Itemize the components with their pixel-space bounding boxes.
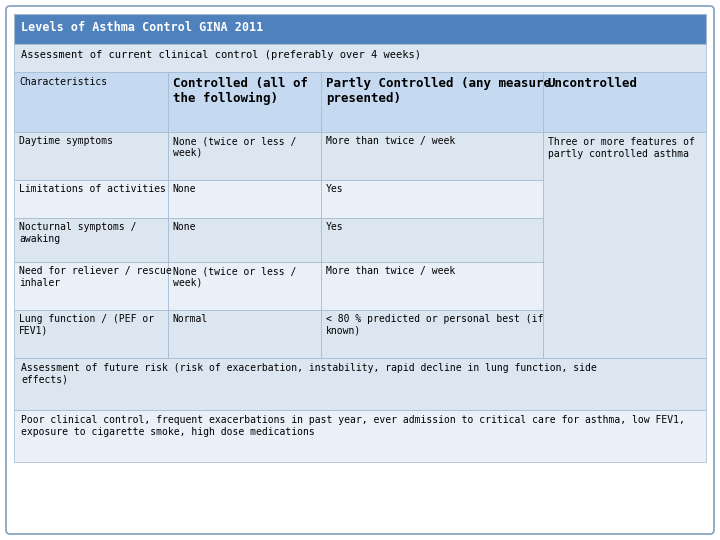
Bar xyxy=(168,262,321,310)
Text: Three or more features of
partly controlled asthma: Three or more features of partly control… xyxy=(548,137,695,159)
Text: Yes: Yes xyxy=(326,184,343,194)
Bar xyxy=(321,180,543,218)
Bar xyxy=(14,358,706,410)
Text: Yes: Yes xyxy=(326,222,343,232)
Text: < 80 % predicted or personal best (if
known): < 80 % predicted or personal best (if kn… xyxy=(326,314,544,335)
Text: None: None xyxy=(173,222,196,232)
Bar xyxy=(321,218,543,262)
Bar xyxy=(543,72,706,132)
Text: Assessment of current clinical control (preferably over 4 weeks): Assessment of current clinical control (… xyxy=(21,50,421,60)
Text: None (twice or less /
week): None (twice or less / week) xyxy=(173,136,296,158)
Bar xyxy=(543,132,706,358)
Text: Characteristics: Characteristics xyxy=(19,77,107,87)
Text: Need for reliever / rescue
inhaler: Need for reliever / rescue inhaler xyxy=(19,266,172,288)
Text: Limitations of activities: Limitations of activities xyxy=(19,184,166,194)
Text: Assessment of future risk (risk of exacerbation, instability, rapid decline in l: Assessment of future risk (risk of exace… xyxy=(21,363,597,384)
Bar xyxy=(321,310,543,358)
Bar xyxy=(14,72,168,132)
Bar xyxy=(168,218,321,262)
Text: Controlled (all of
the following): Controlled (all of the following) xyxy=(173,77,307,105)
Bar xyxy=(14,180,168,218)
Text: Daytime symptoms: Daytime symptoms xyxy=(19,136,113,146)
Text: None (twice or less /
week): None (twice or less / week) xyxy=(173,266,296,288)
Bar xyxy=(321,72,543,132)
Bar xyxy=(14,14,706,44)
Bar xyxy=(168,72,321,132)
Bar xyxy=(14,310,168,358)
Bar xyxy=(321,132,543,180)
Text: More than twice / week: More than twice / week xyxy=(326,266,455,276)
Text: Lung function / (PEF or
FEV1): Lung function / (PEF or FEV1) xyxy=(19,314,154,335)
Bar xyxy=(14,44,706,72)
Text: Uncontrolled: Uncontrolled xyxy=(548,77,638,90)
Text: Levels of Asthma Control GINA 2011: Levels of Asthma Control GINA 2011 xyxy=(21,21,264,34)
Bar xyxy=(168,180,321,218)
Bar xyxy=(321,262,543,310)
Text: None: None xyxy=(173,184,196,194)
FancyBboxPatch shape xyxy=(6,6,714,534)
Text: Poor clinical control, frequent exacerbations in past year, ever admission to cr: Poor clinical control, frequent exacerba… xyxy=(21,415,685,437)
Bar xyxy=(14,262,168,310)
Text: Normal: Normal xyxy=(173,314,208,324)
Text: More than twice / week: More than twice / week xyxy=(326,136,455,146)
Bar xyxy=(168,310,321,358)
Bar xyxy=(14,218,168,262)
Bar xyxy=(168,132,321,180)
Bar xyxy=(14,410,706,462)
Text: Partly Controlled (any measure
presented): Partly Controlled (any measure presented… xyxy=(326,77,551,105)
Text: Nocturnal symptoms /
awaking: Nocturnal symptoms / awaking xyxy=(19,222,137,244)
Bar xyxy=(14,132,168,180)
